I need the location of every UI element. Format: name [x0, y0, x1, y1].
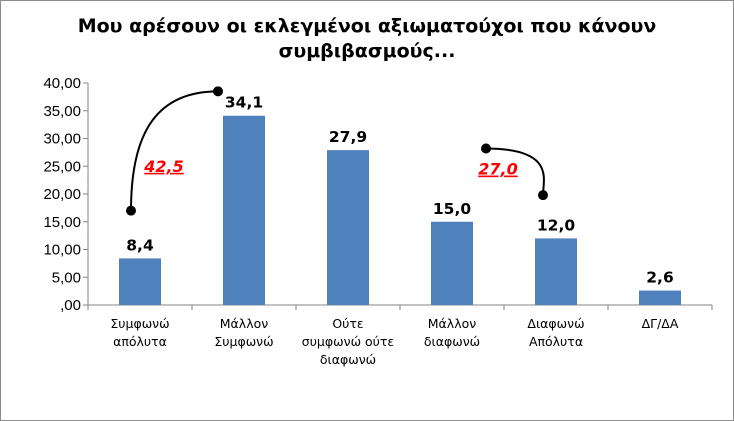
category-label: ΔΓ/ΔΑ: [642, 316, 679, 331]
y-tick-label: 30,00: [43, 131, 81, 148]
y-tick-label: 10,00: [43, 242, 81, 259]
bars: [119, 115, 681, 306]
y-tick-label: ,00: [60, 297, 81, 314]
annotation-sum-label: 27,0: [478, 160, 517, 179]
category-label: Μάλλον: [428, 316, 476, 331]
y-tick-label: 5,00: [52, 269, 81, 286]
y-tick-label: 15,00: [43, 214, 81, 231]
bar: [223, 115, 265, 306]
annotation-sum-label: 42,5: [143, 157, 183, 176]
bar: [431, 221, 473, 305]
category-labels: Συμφωνώ απόλυτα Μάλλον Συμφωνώ Ούτε συμφωνώ ο…: [110, 316, 678, 367]
category-label: Συμφωνώ: [110, 316, 169, 331]
y-tick-label: 40,00: [43, 75, 81, 92]
y-tick-label: 35,00: [43, 103, 81, 120]
annotations: 42,5 27,0: [126, 86, 548, 216]
category-label: Συμφωνώ: [214, 334, 273, 349]
category-label: Απόλυτα: [529, 334, 583, 349]
category-label: διαφωνώ: [320, 352, 376, 367]
chart-title: Μου αρέσουν οι εκλεγμένοι αξιωματούχοι π…: [77, 15, 657, 62]
category-label: απόλυτα: [113, 334, 167, 349]
data-label: 34,1: [225, 94, 263, 112]
data-label: 15,0: [433, 200, 471, 218]
bar: [327, 150, 369, 305]
y-axis: 40,00 35,00 30,00 25,00 20,00 15,00 10,00 5,00,…: [43, 75, 89, 314]
data-label: 12,0: [537, 216, 575, 234]
category-label: Διαφωνώ: [527, 316, 584, 331]
data-label: 27,9: [329, 128, 367, 146]
bar: [639, 290, 681, 305]
annotation-connector: [126, 86, 223, 216]
x-axis: [87, 304, 713, 310]
y-tick-label: 20,00: [43, 186, 81, 203]
y-tick-label: 25,00: [43, 158, 81, 175]
data-labels: 8,4 34,1 27,9 15,0 12,0 2,6: [126, 94, 673, 287]
category-label: Ούτε: [332, 316, 363, 331]
category-label: διαφωνώ: [424, 334, 480, 349]
data-label: 2,6: [646, 269, 673, 287]
bar: [535, 238, 577, 305]
bar: [119, 258, 161, 305]
category-label: συμφωνώ ούτε: [302, 334, 394, 349]
category-label: Μάλλον: [220, 316, 268, 331]
data-label: 8,4: [126, 236, 154, 254]
annotation-connector: [481, 143, 548, 201]
